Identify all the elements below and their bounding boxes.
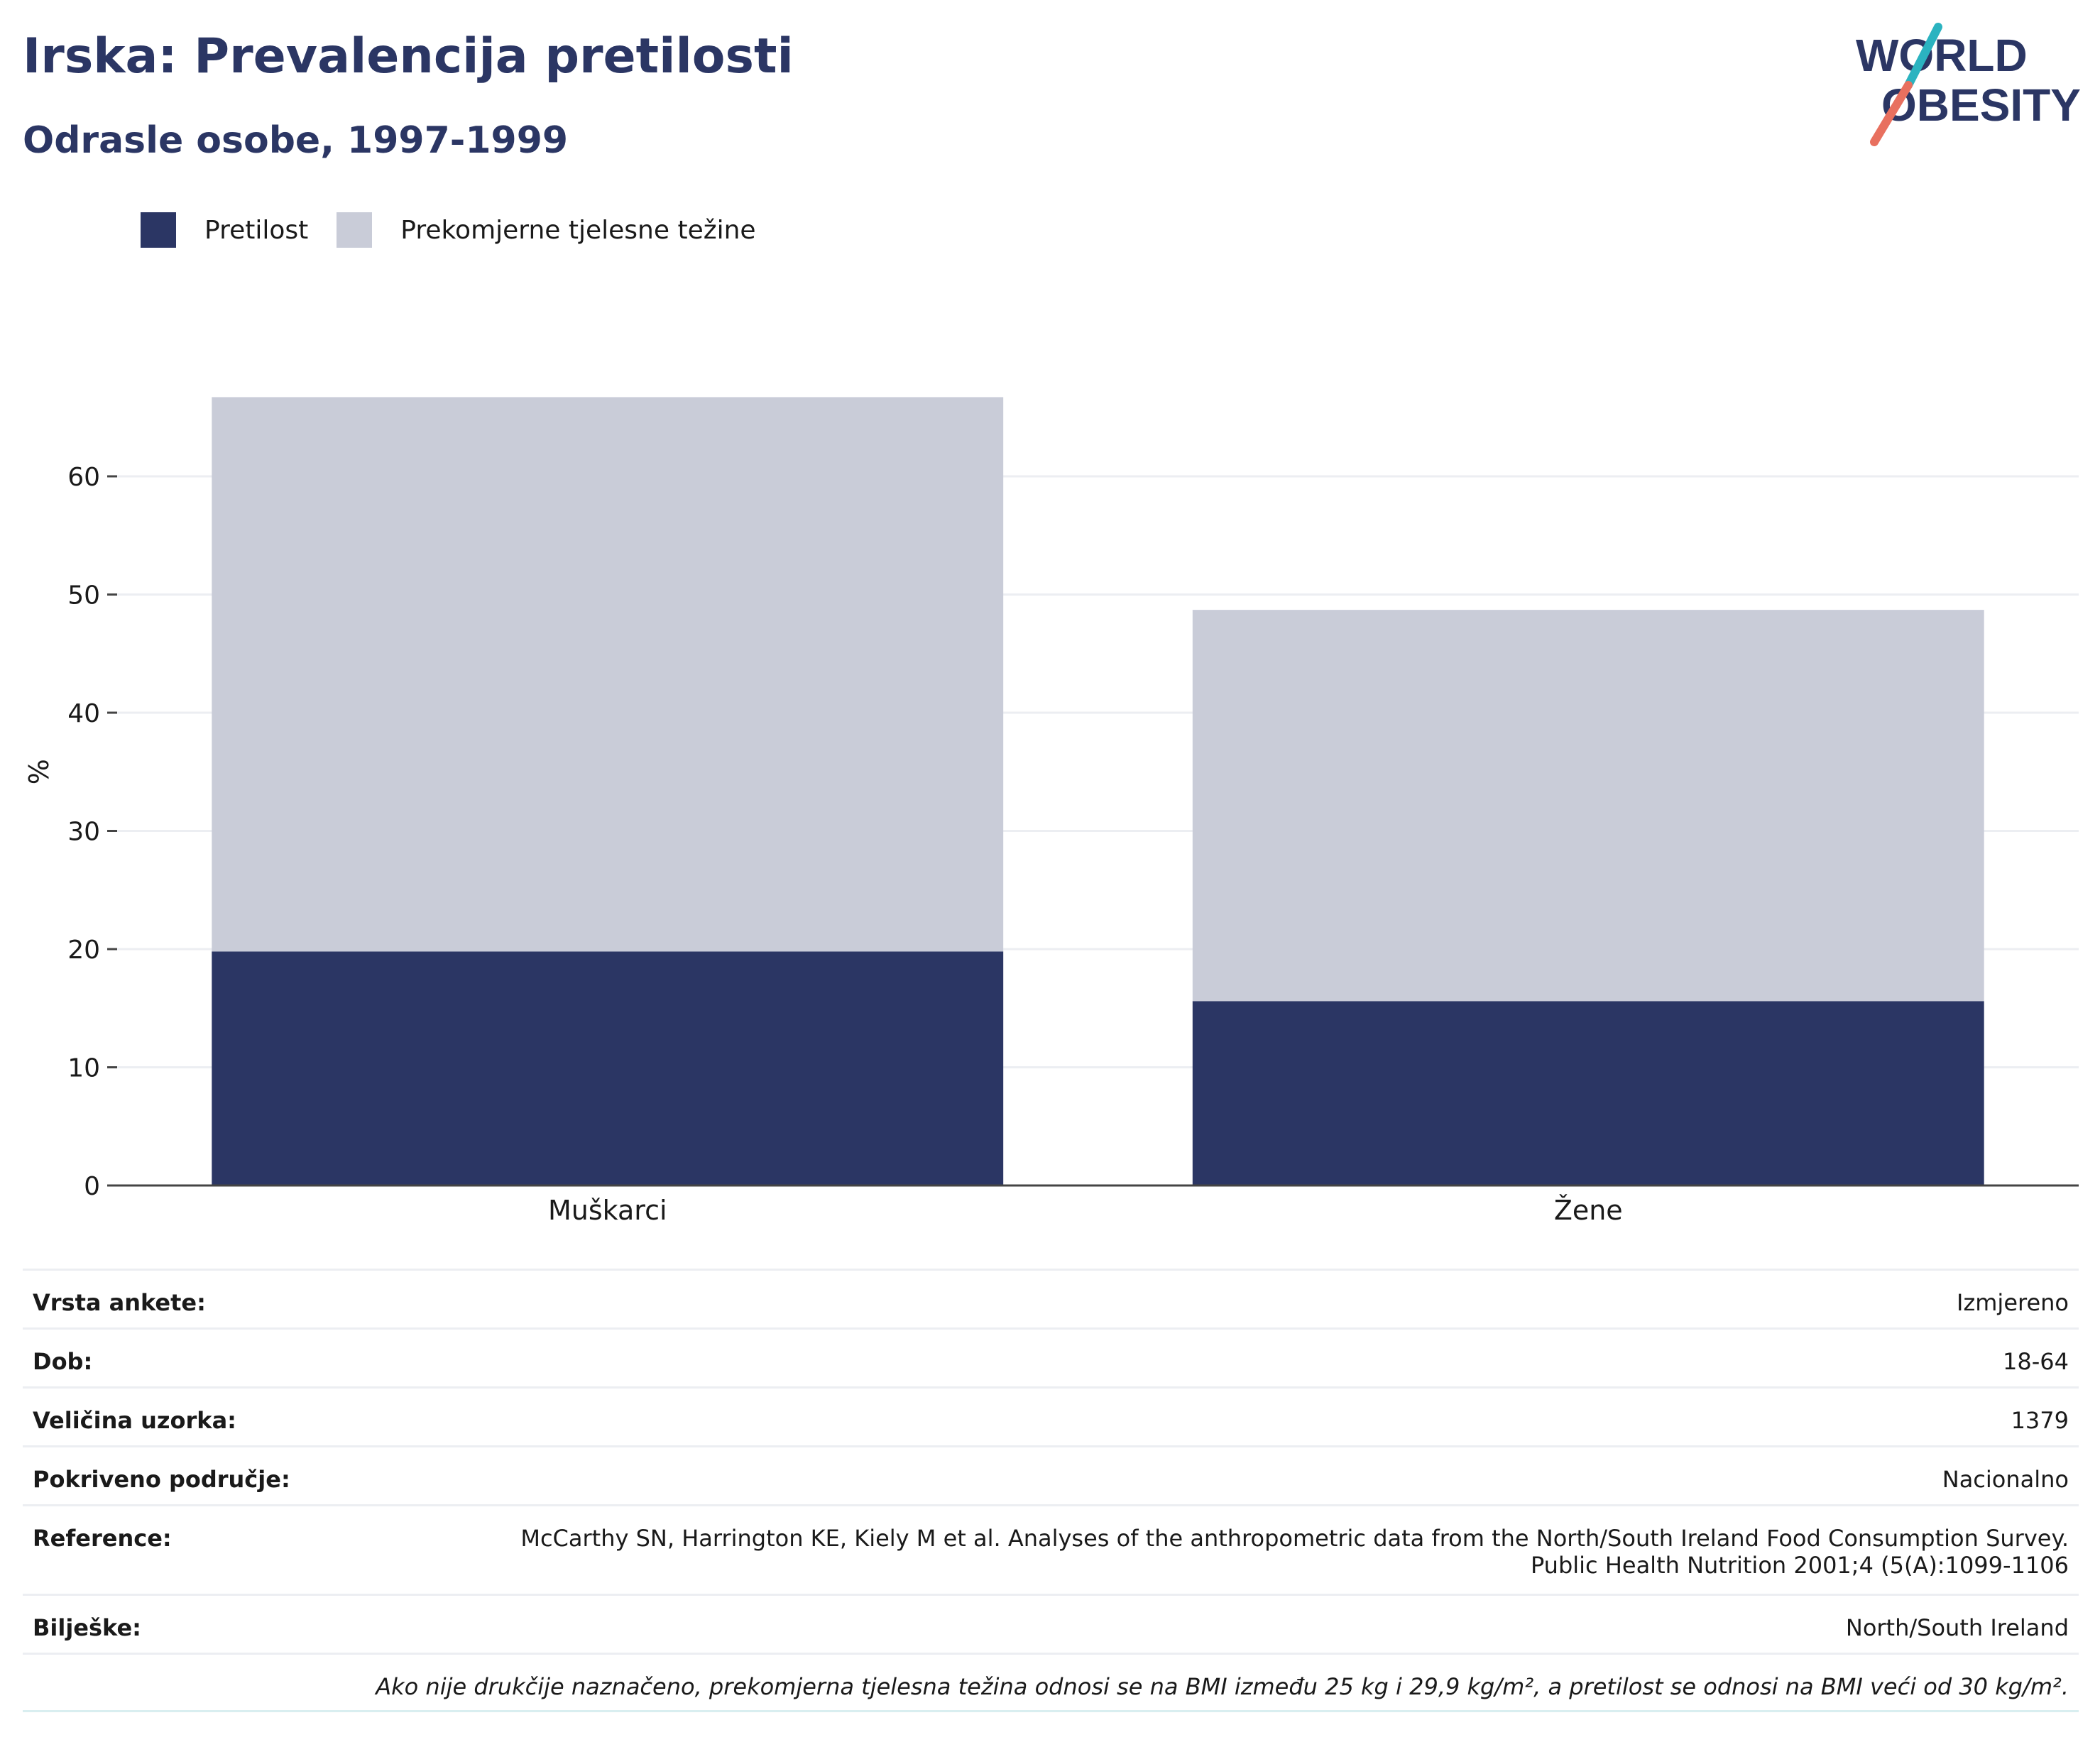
survey-info-table: Vrsta ankete: Izmjereno Dob: 18-64 Velič… [23,1269,2079,1712]
bar-overweight-0[interactable] [212,397,1004,952]
table-footnote-row: Ako nije drukčije naznačeno, prekomjerna… [23,1653,2079,1712]
row-value: Izmjereno [1957,1289,2069,1316]
logo-line2: OBESITY [1881,80,2081,131]
bar-obesity-0[interactable] [212,951,1004,1185]
x-tick-label: Muškarci [548,1195,667,1226]
y-tick-label: 50 [67,581,100,610]
legend-label-obesity: Pretilost [204,215,309,245]
row-value: 1379 [2011,1407,2069,1434]
reference-line-1: McCarthy SN, Harrington KE, Kiely M et a… [520,1525,2069,1552]
row-key: Reference: [33,1525,172,1552]
chart-legend: Pretilost Prekomjerne tjelesne težine [141,210,784,250]
table-row-area: Pokriveno područje: Nacionalno [23,1445,2079,1504]
y-tick-label: 10 [67,1054,100,1083]
bar-obesity-1[interactable] [1192,1001,1984,1185]
table-row-references: Reference: McCarthy SN, Harrington KE, K… [23,1504,2079,1594]
world-obesity-logo: WORLD OBESITY [1856,23,2081,146]
row-value: McCarthy SN, Harrington KE, Kiely M et a… [520,1525,2069,1579]
footnote: Ako nije drukčije naznačeno, prekomjerna… [376,1673,2069,1700]
y-tick-label: 30 [67,818,100,847]
row-key: Bilješke: [33,1614,141,1641]
table-row-sample-size: Veličina uzorka: 1379 [23,1386,2079,1445]
stacked-bar-chart: 0 10 20 30 40 50 60 Muškarci Žene % [23,397,2079,1226]
row-value: Nacionalno [1942,1466,2069,1493]
y-tick-label: 0 [84,1172,100,1201]
legend-item-obesity[interactable]: Pretilost [141,212,308,248]
logo-line1: WORLD [1856,30,2028,81]
row-key: Pokriveno područje: [33,1466,290,1493]
page-subtitle: Odrasle osobe, 1997-1999 [23,119,569,162]
row-value: North/South Ireland [1845,1614,2069,1641]
logo-slash-bottom [1870,81,1913,146]
table-row-survey-type: Vrsta ankete: Izmjereno [23,1269,2079,1327]
legend-swatch-overweight [337,212,373,248]
table-row-notes: Bilješke: North/South Ireland [23,1594,2079,1653]
legend-item-overweight[interactable]: Prekomjerne tjelesne težine [337,212,756,248]
logo-slash-top [1904,23,1942,89]
row-key: Dob: [33,1348,93,1375]
y-axis-label: % [23,759,55,784]
y-tick-label: 60 [67,463,100,492]
legend-label-overweight: Prekomjerne tjelesne težine [400,215,756,245]
legend-swatch-obesity [141,212,176,248]
row-key: Vrsta ankete: [33,1289,206,1316]
row-key: Veličina uzorka: [33,1407,236,1434]
page-title: Irska: Prevalencija pretilosti [23,28,794,84]
table-row-age: Dob: 18-64 [23,1327,2079,1386]
y-tick-label: 20 [67,936,100,965]
reference-line-2: Public Health Nutrition 2001;4 (5(A):109… [1530,1552,2069,1579]
x-tick-label: Žene [1554,1195,1623,1226]
row-value: 18-64 [2003,1348,2069,1375]
bar-overweight-1[interactable] [1192,610,1984,1002]
y-tick-label: 40 [67,699,100,728]
